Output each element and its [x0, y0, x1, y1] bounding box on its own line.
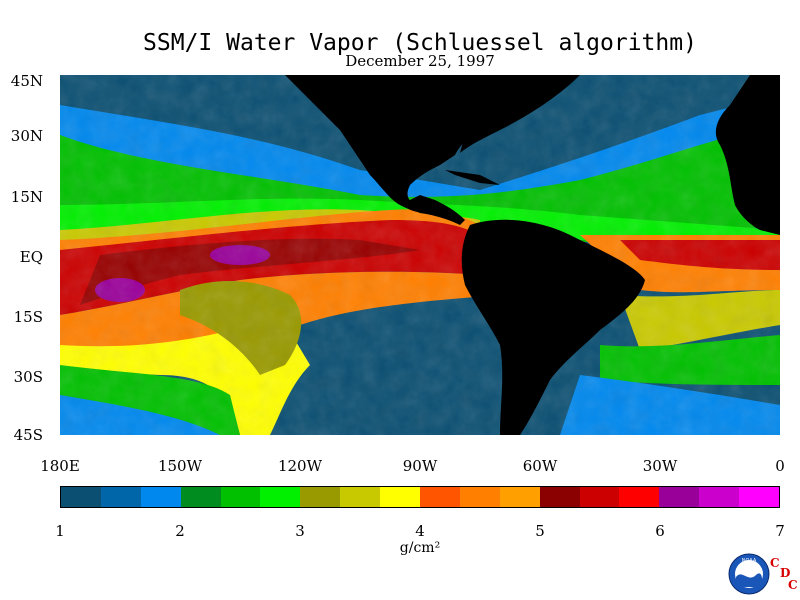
land-south-america — [461, 219, 645, 435]
land-cuba — [445, 170, 500, 185]
lat-label: 15S — [13, 308, 43, 326]
lat-label: EQ — [19, 248, 43, 266]
colorbar-label: 6 — [655, 522, 665, 540]
land-africa-europe — [715, 75, 780, 235]
colorbar — [60, 486, 780, 508]
lat-label: 45N — [10, 72, 43, 90]
lon-label: 0 — [775, 457, 785, 475]
colorbar-label: 2 — [175, 522, 185, 540]
colorbar-label: 7 — [775, 522, 785, 540]
cdc-letter: C — [770, 556, 780, 570]
lat-label: 45S — [13, 426, 43, 444]
colorbar-swatch — [499, 487, 540, 507]
colorbar-label: 1 — [55, 522, 65, 540]
lon-label: 60W — [522, 457, 558, 475]
colorbar-label: 5 — [535, 522, 545, 540]
colorbar-swatch — [340, 487, 381, 507]
land-north-america-east — [460, 75, 580, 153]
colorbar-swatch — [380, 487, 421, 507]
colorbar-swatch — [220, 487, 261, 507]
colorbar-swatch — [579, 487, 620, 507]
colorbar-swatch — [699, 487, 740, 507]
land-central-america — [400, 195, 465, 225]
lat-label: 30S — [13, 368, 43, 386]
colorbar-swatch — [61, 487, 101, 507]
land-greenland — [760, 75, 780, 95]
colorbar-label: 3 — [295, 522, 305, 540]
colorbar-swatch — [539, 487, 580, 507]
lon-label: 150W — [157, 457, 203, 475]
noaa-logo-icon: NOAA — [728, 553, 770, 595]
lon-label: 90W — [402, 457, 438, 475]
colorbar-swatch — [260, 487, 301, 507]
chart-date: December 25, 1997 — [345, 52, 495, 70]
land-north-america — [285, 75, 484, 213]
colorbar-swatch — [619, 487, 660, 507]
colorbar-swatch — [420, 487, 460, 507]
colorbar-swatch — [100, 487, 141, 507]
colorbar-swatch — [739, 487, 780, 507]
water-vapor-map — [60, 75, 780, 435]
colorbar-swatch — [180, 487, 221, 507]
lat-label: 30N — [10, 127, 43, 145]
lon-label: 120W — [277, 457, 323, 475]
cdc-letter: D — [780, 566, 791, 580]
colorbar-swatch — [140, 487, 181, 507]
colorbar-swatch — [300, 487, 341, 507]
lon-label: 30W — [642, 457, 678, 475]
colorbar-swatch — [459, 487, 500, 507]
colorbar-units: g/cm² — [399, 540, 441, 556]
colorbar-swatch — [659, 487, 700, 507]
chart-title: SSM/I Water Vapor (Schluessel algorithm) — [143, 30, 697, 56]
logo-text: NOAA — [742, 558, 757, 564]
lat-label: 15N — [10, 188, 43, 206]
colorbar-label: 4 — [415, 522, 425, 540]
lon-label: 180E — [40, 457, 80, 475]
cdc-letter: C — [788, 578, 798, 592]
